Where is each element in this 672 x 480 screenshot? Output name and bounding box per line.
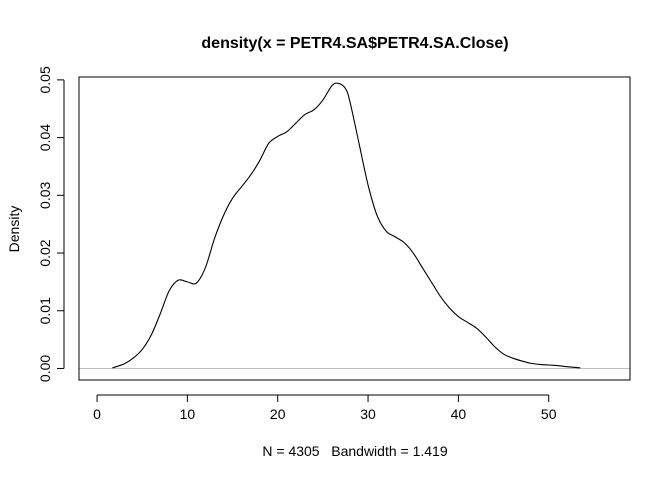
x-tick-label: 10 [180, 406, 196, 422]
y-axis-label: Density [6, 206, 22, 253]
x-tick-label: 40 [451, 406, 467, 422]
x-axis-label: N = 4305 Bandwidth = 1.419 [262, 443, 447, 459]
x-tick-label: 0 [93, 406, 101, 422]
plot-frame [78, 76, 631, 381]
y-tick-label: 0.04 [37, 124, 53, 151]
y-tick-label: 0.01 [37, 297, 53, 324]
density-curve [112, 82, 581, 369]
y-tick-label: 0.05 [37, 66, 53, 93]
x-tick-label: 50 [541, 406, 557, 422]
x-axis: 0 10 20 30 40 50 [93, 394, 557, 422]
x-tick-label: 30 [360, 406, 376, 422]
chart-title: density(x = PETR4.SA$PETR4.SA.Close) [201, 35, 508, 52]
y-tick-label: 0.03 [37, 181, 53, 208]
y-tick-label: 0.00 [37, 355, 53, 382]
x-tick-label: 20 [270, 406, 286, 422]
y-axis: 0.00 0.01 0.02 0.03 0.04 0.05 [37, 66, 65, 382]
y-tick-label: 0.02 [37, 239, 53, 266]
